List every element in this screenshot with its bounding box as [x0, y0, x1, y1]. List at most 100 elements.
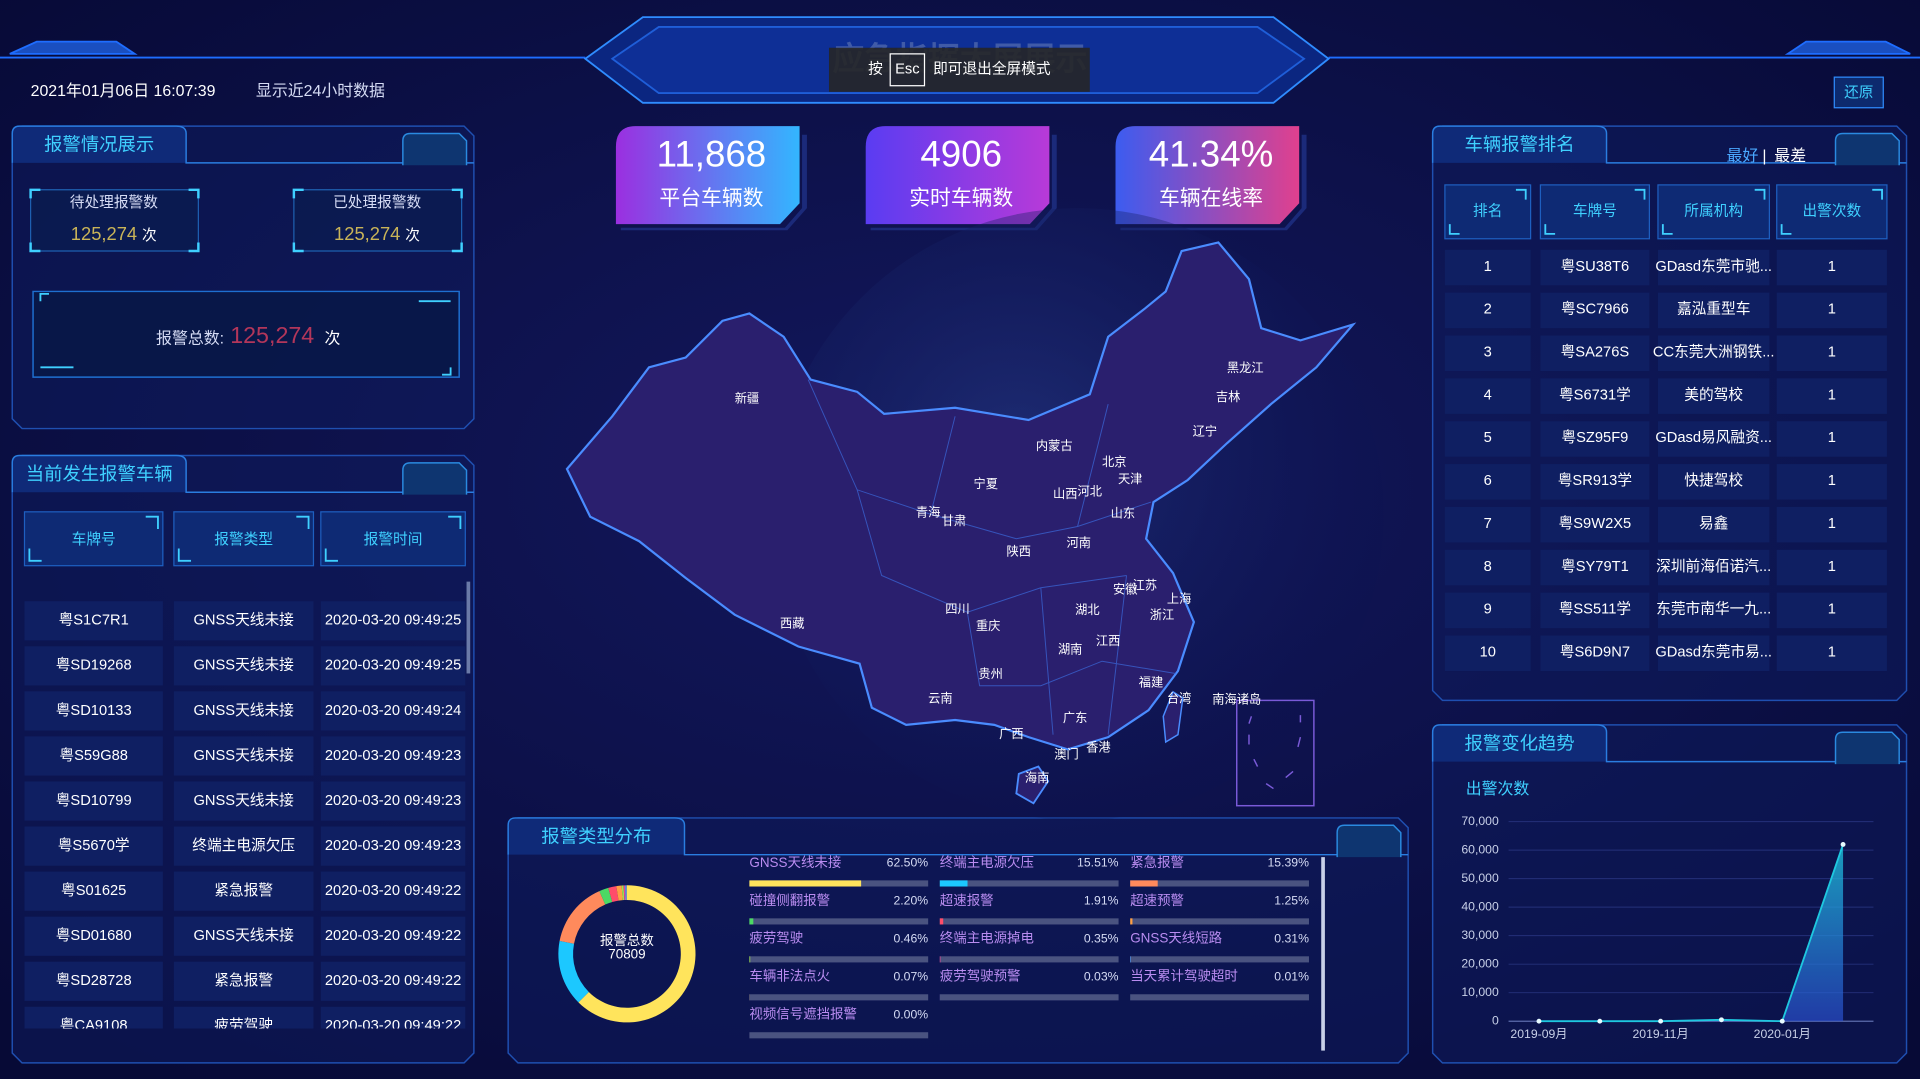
table-cell-text: 粤SD10799	[56, 791, 132, 809]
stat-card	[865, 126, 1050, 225]
total-box-corner	[39, 292, 452, 376]
bar	[939, 918, 944, 925]
total-label: 报警总数:	[156, 329, 224, 347]
table-cell-text: 1	[1828, 345, 1836, 361]
header-cell-corner	[324, 515, 462, 562]
restore-label[interactable]: 还原	[1844, 84, 1873, 101]
province-label: 澳门	[1054, 747, 1078, 762]
table-cell	[320, 781, 466, 821]
table-cell-text: 紧急报警	[214, 972, 273, 989]
table-cell-text: 粤CA9108	[60, 1016, 128, 1034]
stat-value: 11,868	[657, 133, 767, 174]
panel-corner-tab	[402, 132, 468, 166]
stat-value: 4906	[920, 133, 1002, 174]
province-label: 北京	[1102, 455, 1126, 469]
alarm-type-percent: 1.91%	[1084, 893, 1119, 907]
table-cell	[173, 826, 314, 866]
south-sea-inset	[1236, 699, 1315, 807]
table-cell-text: 粤S6731学	[1559, 385, 1631, 403]
esc-hint-text: 按	[868, 61, 883, 78]
bar	[749, 880, 862, 887]
bar-track	[939, 880, 1119, 887]
panel-corner-tab	[1834, 132, 1900, 166]
table-cell-text: 快捷驾校	[1684, 472, 1743, 489]
alarm-type-percent: 1.25%	[1274, 893, 1309, 907]
table-cell	[1776, 335, 1887, 372]
table-cell	[24, 781, 163, 821]
table-cell-text: 粤SA276S	[1561, 343, 1630, 361]
alarm-type-percent: 0.46%	[893, 931, 928, 945]
province-label: 广西	[999, 727, 1023, 741]
donut-segment	[578, 885, 696, 1023]
table-cell	[1540, 378, 1650, 414]
table-cell	[320, 601, 466, 641]
table-cell	[173, 691, 314, 731]
province-label: 山东	[1111, 507, 1135, 521]
bar	[939, 880, 968, 887]
table-cell	[320, 646, 466, 686]
table-cell	[320, 916, 466, 956]
table-cell	[320, 961, 466, 1001]
table-cell-text: 2020-03-20 09:49:22	[325, 973, 461, 989]
total-box	[32, 290, 460, 378]
donut-segment	[559, 891, 606, 944]
panel-title: 当前发生报警车辆	[26, 463, 173, 484]
province-label: 湖南	[1058, 641, 1082, 656]
table-cell	[1444, 464, 1531, 500]
table-cell-text: GNSS天线未接	[193, 792, 294, 809]
table-cell-text: 6	[1484, 473, 1492, 489]
donut-segment	[608, 886, 619, 903]
count-label: 已处理报警数	[333, 194, 421, 211]
stat-card	[1115, 126, 1300, 225]
y-tick-label: 0	[1492, 1013, 1499, 1027]
alarm-type-name: 车辆非法点火	[749, 968, 830, 984]
alarm-type-name: 当天累计驾驶超时	[1130, 969, 1238, 984]
table-cell-text: 1	[1828, 473, 1836, 489]
province-label: 青海	[916, 504, 940, 519]
alarm-type-percent: 62.50%	[887, 855, 929, 869]
table-cell-text: 粤SS511学	[1559, 600, 1631, 618]
panel-corner-tab	[1336, 824, 1402, 858]
count-box-corner	[29, 188, 200, 253]
table-cell	[1444, 292, 1531, 329]
y-tick-label: 70,000	[1461, 814, 1499, 828]
province-label: 海南	[1025, 770, 1049, 785]
stat-label: 车辆在线率	[1159, 187, 1263, 210]
restore-button[interactable]	[1833, 76, 1884, 109]
toggle-worst[interactable]: 最差	[1774, 147, 1806, 165]
table-header-cell	[1444, 184, 1532, 240]
table-cell	[1540, 335, 1650, 372]
bar-track	[939, 918, 1119, 925]
table-cell	[1540, 506, 1650, 543]
count-box-corner	[292, 188, 463, 253]
y-tick-label: 40,000	[1461, 899, 1499, 913]
table-cell-text: GNSS天线未接	[193, 612, 294, 629]
toggle-best[interactable]: 最好	[1727, 147, 1759, 165]
table-cell-text: 粤S9W2X5	[1559, 514, 1632, 532]
bar-track	[749, 994, 929, 1001]
table-cell	[1657, 421, 1770, 457]
header-accent	[9, 40, 1911, 55]
esc-hint-text: 即可退出全屏模式	[933, 60, 1051, 78]
table-cell	[1540, 464, 1650, 500]
table-cell	[24, 826, 163, 866]
taiwan	[1162, 690, 1184, 744]
panel-title-tab	[1431, 724, 1907, 763]
count-label: 待处理报警数	[70, 194, 158, 211]
province-label: 贵州	[978, 667, 1002, 681]
donut-segment	[558, 940, 589, 1003]
table-cell	[1444, 249, 1531, 286]
province-label: 江苏	[1133, 578, 1157, 593]
china-map	[565, 241, 1357, 751]
trend-line	[1538, 844, 1844, 1023]
table-cell	[1657, 592, 1770, 629]
panel-corner-tab	[1834, 731, 1900, 765]
province-label: 甘肃	[942, 514, 966, 528]
table-cell-text: 粤SZ95F9	[1561, 428, 1628, 446]
alarm-type-name: 超速预警	[1130, 893, 1184, 908]
panel-title-tab	[507, 817, 1409, 856]
panel-title-tab	[11, 454, 474, 493]
header-cell-corner	[1448, 188, 1527, 235]
table-cell	[1540, 549, 1650, 586]
